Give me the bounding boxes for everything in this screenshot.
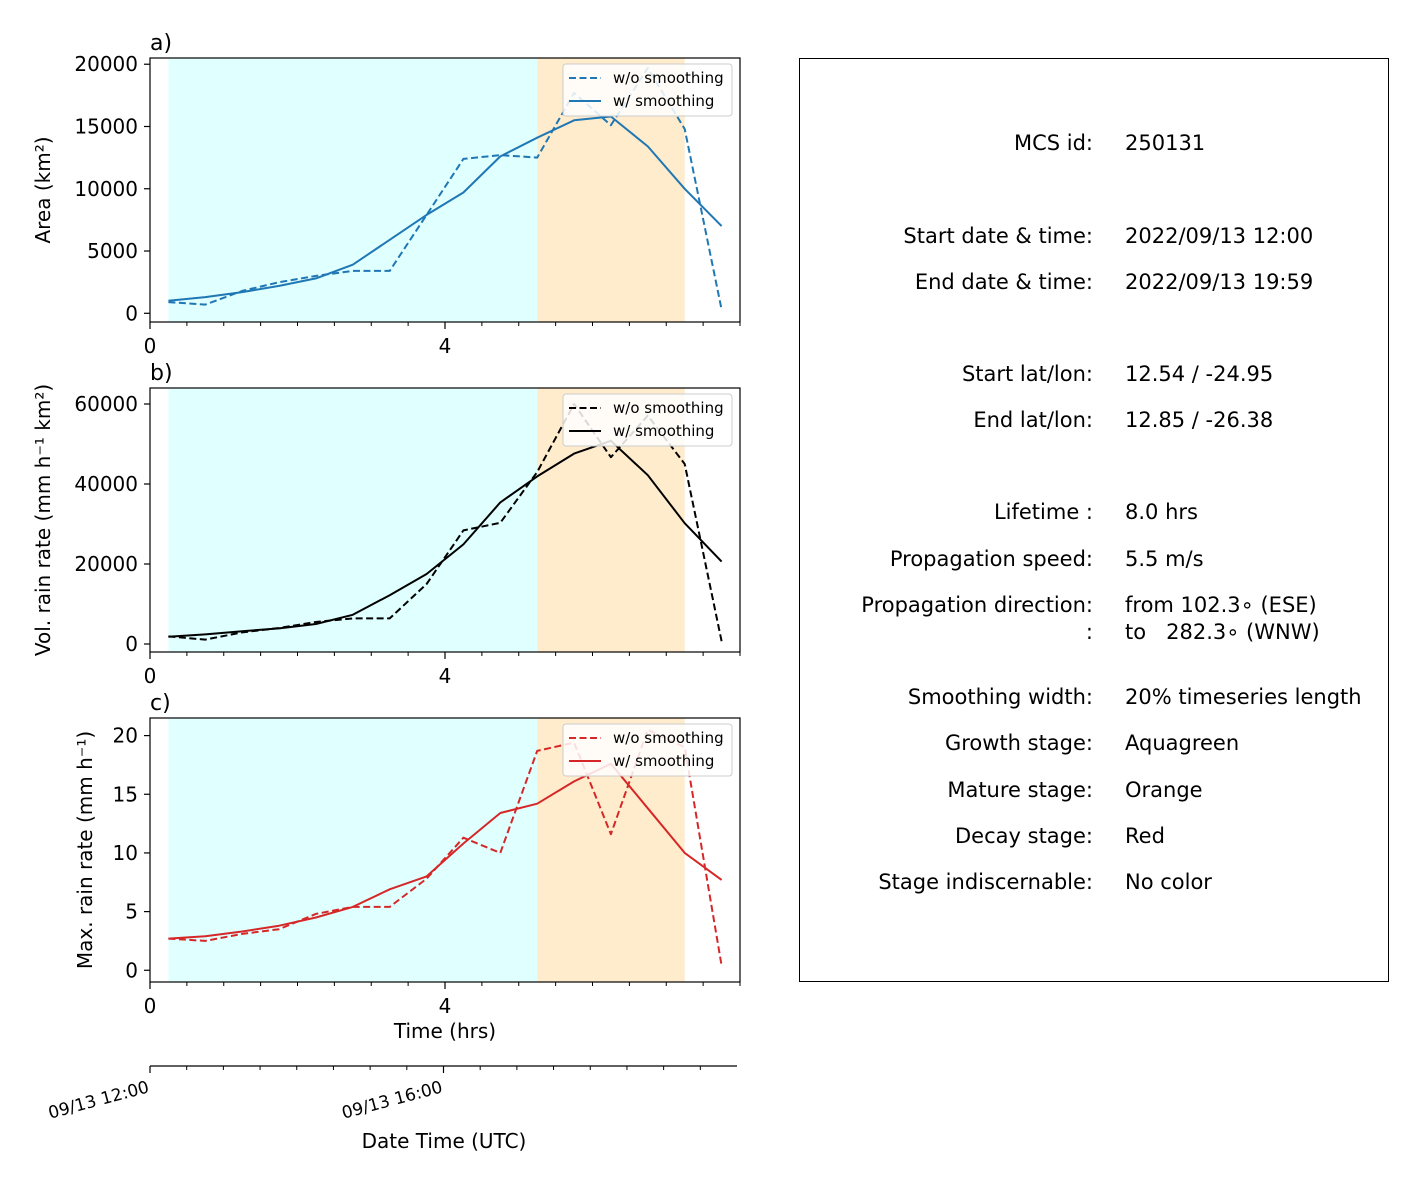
series-line-w-smoothing — [168, 762, 723, 940]
info-value: 12.85 / -26.38 — [1125, 408, 1274, 432]
y-tick-label: 5 — [125, 900, 138, 924]
info-value: 5.5 m/s — [1125, 547, 1204, 571]
panel-label: b) — [150, 361, 173, 386]
datetime-tick-label: 09/13 16:00 — [340, 1078, 445, 1124]
x-tick-label: 4 — [439, 664, 452, 688]
info-label: Propagation speed: — [889, 547, 1093, 571]
info-value: 12.54 / -24.95 — [1125, 362, 1274, 386]
legend-label: w/o smoothing — [613, 399, 724, 417]
info-label: Decay stage: — [955, 824, 1093, 848]
series-line-w-smoothing — [168, 115, 723, 302]
datetime-tick-label: 09/13 12:00 — [46, 1078, 151, 1124]
x-tick-label: 0 — [144, 664, 157, 688]
legend-label: w/o smoothing — [613, 729, 724, 747]
info-value: Aquagreen — [1125, 731, 1240, 755]
info-label: MCS id: — [1013, 131, 1093, 155]
y-tick-label: 60000 — [74, 392, 138, 416]
legend-box — [562, 723, 733, 777]
info-value: 8.0 hrs — [1125, 500, 1198, 524]
info-value: 2022/09/13 19:59 — [1125, 270, 1314, 294]
legend-label: w/ smoothing — [613, 422, 714, 440]
y-axis-label: Area (km²) — [31, 136, 55, 243]
y-tick-label: 10 — [113, 841, 138, 865]
info-value: 20% timeseries length — [1125, 685, 1362, 709]
x-axis-label: Time (hrs) — [393, 1019, 496, 1043]
info-label: Stage indiscernable: — [878, 870, 1093, 894]
legend-label: w/ smoothing — [613, 752, 714, 770]
y-tick-label: 20 — [113, 724, 138, 748]
info-value: to 282.3∘ (WNW) — [1125, 620, 1320, 644]
series-line-w-o-smoothing — [168, 403, 723, 642]
x-tick-label: 4 — [439, 334, 452, 358]
panel-c-max-rain-rate: 0 5 10 15 20 0 4 c) Max. rain rate (mm h⁻¹) Time … — [73, 691, 741, 1043]
info-value: Red — [1125, 824, 1165, 848]
series-line-w-o-smoothing — [168, 728, 723, 966]
stage-band-growth — [168, 388, 538, 652]
info-label: End lat/lon: — [973, 408, 1093, 432]
info-value: Orange — [1125, 778, 1203, 802]
y-tick-label: 20000 — [74, 52, 138, 76]
y-tick-label: 0 — [125, 301, 138, 325]
datetime-axis-label: Date Time (UTC) — [362, 1129, 527, 1153]
info-label: Smoothing width: — [907, 685, 1093, 709]
panel-label: a) — [150, 31, 172, 56]
y-axis-label: Vol. rain rate (mm h⁻¹ km²) — [31, 384, 55, 656]
y-tick-label: 40000 — [74, 472, 138, 496]
y-axis-label: Max. rain rate (mm h⁻¹) — [73, 731, 97, 969]
x-tick-label: 4 — [439, 994, 452, 1018]
x-tick-label: 0 — [144, 334, 157, 358]
info-label: : — [1085, 620, 1093, 644]
legend-label: w/o smoothing — [613, 69, 724, 87]
info-value: from 102.3∘ (ESE) — [1125, 593, 1317, 617]
y-tick-label: 15 — [113, 782, 138, 806]
info-label: End date & time: — [914, 270, 1093, 294]
panel-a-area: 0 5000 10000 15000 20000 0 4 a) Area (km²) w/o sm… — [31, 31, 741, 358]
info-label: Start lat/lon: — [961, 362, 1093, 386]
y-tick-label: 0 — [125, 632, 138, 656]
x-tick-label: 0 — [144, 994, 157, 1018]
legend-box — [562, 393, 733, 447]
y-tick-label: 20000 — [74, 552, 138, 576]
info-label: Lifetime : — [993, 500, 1093, 524]
info-label: Growth stage: — [944, 731, 1093, 755]
legend-label: w/ smoothing — [613, 92, 714, 110]
info-label: Start date & time: — [903, 224, 1093, 248]
series-line-w-smoothing — [168, 439, 723, 638]
mcs-info-panel: MCS id: 250131 Start date & time: 2022/0… — [799, 58, 1389, 982]
stage-band-growth — [168, 718, 538, 982]
panel-b-volumetric-rain-rate: 0 20000 40000 60000 0 4 b) Vol. rain rate (mm h… — [31, 361, 741, 688]
legend-box — [562, 63, 733, 117]
info-label: Propagation direction: — [861, 593, 1093, 617]
info-value: No color — [1125, 870, 1212, 894]
info-value: 2022/09/13 12:00 — [1125, 224, 1314, 248]
y-tick-label: 15000 — [74, 114, 138, 138]
y-tick-label: 0 — [125, 958, 138, 982]
info-label: Mature stage: — [947, 778, 1093, 802]
datetime-axis: 09/13 12:00 09/13 16:00 Date Time (UTC) — [46, 1065, 737, 1153]
y-tick-label: 5000 — [87, 239, 138, 263]
info-value: 250131 — [1125, 131, 1206, 155]
panel-label: c) — [150, 691, 171, 716]
stage-band-growth — [168, 58, 538, 322]
y-tick-label: 10000 — [74, 177, 138, 201]
